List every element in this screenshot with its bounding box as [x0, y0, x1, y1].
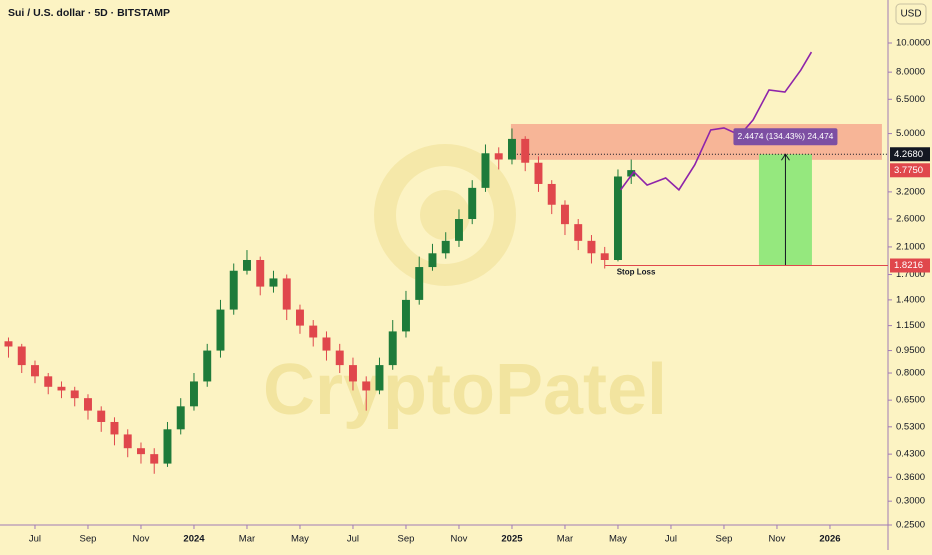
- y-tick-label: 1.1500: [896, 320, 925, 331]
- candle-body: [521, 138, 530, 163]
- x-tick-label: 2026: [819, 534, 840, 545]
- price-tag: [890, 258, 930, 273]
- y-tick-label: 0.3600: [896, 472, 925, 483]
- candle-body: [388, 331, 397, 366]
- candle-body: [282, 278, 291, 310]
- candle-body: [31, 365, 39, 377]
- candle-body: [229, 270, 238, 310]
- arrow-head: [781, 153, 790, 161]
- candle-body: [362, 381, 371, 391]
- candle-body: [97, 410, 106, 422]
- x-tick-label: Sep: [80, 534, 97, 545]
- candle-body: [441, 240, 450, 254]
- candle-body: [627, 170, 636, 177]
- candle-body: [163, 429, 172, 464]
- y-tick-label: 0.2500: [896, 520, 925, 531]
- price-tag-label: 3.7750: [894, 165, 923, 176]
- y-tick-label: 0.5300: [896, 421, 925, 432]
- y-tick-label: 6.5000: [896, 94, 925, 105]
- candle-body: [123, 434, 132, 449]
- candle-body: [17, 346, 26, 366]
- x-tick-label: May: [291, 534, 309, 545]
- x-tick-label: Jul: [347, 534, 359, 545]
- x-tick-label: Nov: [451, 534, 468, 545]
- x-tick-label: Sep: [398, 534, 415, 545]
- price-tag: [890, 163, 930, 178]
- y-tick-label: 5.0000: [896, 128, 925, 139]
- y-tick-label: 8.0000: [896, 67, 925, 78]
- watermark: CryptoPatel: [263, 350, 667, 430]
- candle-body: [454, 219, 463, 241]
- candle-body: [613, 176, 622, 260]
- currency-button[interactable]: [895, 3, 927, 25]
- candle-body: [335, 350, 344, 366]
- candle-body: [137, 448, 145, 455]
- y-tick-label: 0.3000: [896, 496, 925, 507]
- measure-label: 2.4474 (134.43%) 24,474: [737, 131, 833, 141]
- candle-body: [322, 337, 331, 351]
- price-tag-label: 1.8216: [894, 260, 923, 271]
- candle-body: [44, 376, 53, 387]
- y-tick-label: 0.4300: [896, 449, 925, 460]
- candle-body: [4, 341, 13, 347]
- candle-body: [309, 325, 318, 338]
- measure-box: [733, 128, 838, 146]
- y-tick-label: 1.4000: [896, 294, 925, 305]
- candle-body: [375, 365, 384, 391]
- y-tick-label: 3.2000: [896, 186, 925, 197]
- y-tick-label: 2.1000: [896, 241, 925, 252]
- x-tick-label: 2025: [501, 534, 523, 545]
- candle-body: [110, 421, 119, 435]
- candle-body: [415, 267, 424, 300]
- currency[interactable]: USD: [900, 9, 921, 20]
- candle-body: [296, 309, 304, 326]
- y-tick-label: 10.0000: [896, 38, 930, 49]
- candle-body: [150, 454, 159, 464]
- candle-body: [507, 138, 516, 160]
- x-tick-label: 2024: [183, 534, 205, 545]
- x-tick-label: May: [609, 534, 627, 545]
- x-tick-label: Jul: [665, 534, 677, 545]
- candle-body: [70, 390, 79, 399]
- candle-body: [560, 204, 569, 225]
- candle-body: [587, 240, 596, 254]
- candle-body: [534, 162, 543, 184]
- candle-body: [574, 224, 583, 241]
- candle-body: [216, 309, 225, 351]
- candle-body: [547, 183, 556, 205]
- candle-body: [401, 299, 410, 332]
- candle-body: [600, 253, 609, 260]
- candle-body: [57, 386, 66, 391]
- x-tick-label: Mar: [239, 534, 255, 545]
- projection-line: [619, 51, 813, 192]
- y-tick-label: 2.6000: [896, 214, 925, 225]
- candle-body: [190, 381, 198, 407]
- candle-body: [348, 365, 357, 382]
- candle-body: [468, 187, 477, 220]
- candle-body: [494, 153, 503, 160]
- candle-body: [481, 153, 490, 188]
- candle-body: [269, 278, 278, 287]
- x-tick-label: Jul: [29, 534, 41, 545]
- candle-body: [243, 259, 251, 271]
- y-tick-label: 0.6500: [896, 395, 925, 406]
- y-tick-label: 0.9500: [896, 345, 925, 356]
- x-tick-label: Mar: [557, 534, 573, 545]
- x-tick-label: Nov: [133, 534, 150, 545]
- x-tick-label: Nov: [769, 534, 786, 545]
- y-tick-label: 1.7000: [896, 269, 925, 280]
- stop-loss-label: Stop Loss: [617, 268, 656, 277]
- y-tick-label: 0.8000: [896, 368, 925, 379]
- price-tag: [890, 147, 930, 162]
- candle-body: [428, 253, 437, 268]
- candle-body: [84, 398, 92, 411]
- x-tick-label: Sep: [716, 534, 733, 545]
- candle-body: [256, 259, 265, 287]
- candle-body: [203, 350, 212, 382]
- candle-body: [176, 406, 185, 430]
- chart-title: Sui / U.S. dollar · 5D · BITSTAMP: [8, 7, 170, 19]
- price-tag-label: 4.2680: [894, 149, 923, 160]
